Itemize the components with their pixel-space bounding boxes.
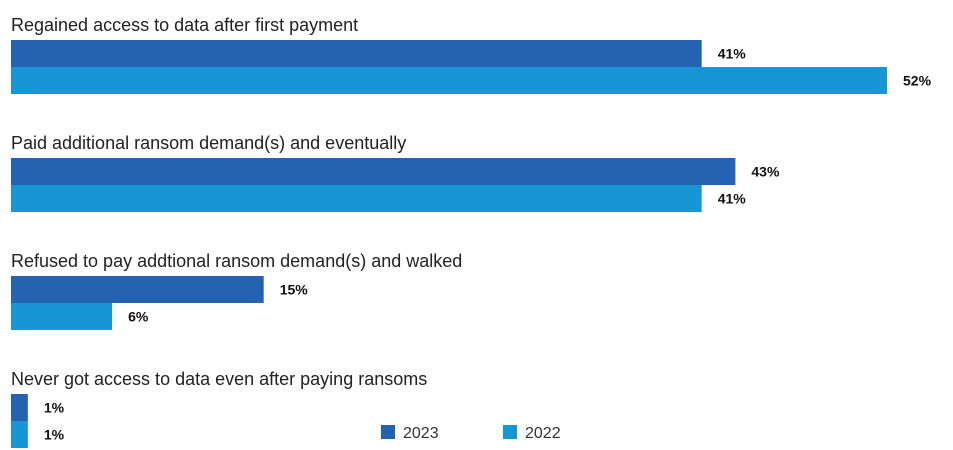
category-label: Refused to pay addtional ransom demand(s… bbox=[11, 251, 462, 271]
data-label-2022: 41% bbox=[718, 191, 747, 207]
data-label-2023: 1% bbox=[44, 400, 65, 416]
category-group: Regained access to data after first paym… bbox=[11, 15, 932, 94]
legend-item-2022: 2022 bbox=[503, 425, 561, 442]
legend-item-2023: 2023 bbox=[381, 425, 439, 442]
data-label-2022: 52% bbox=[903, 73, 932, 89]
bar-2022 bbox=[11, 185, 702, 212]
category-label: Regained access to data after first paym… bbox=[11, 15, 358, 35]
data-label-2022: 6% bbox=[128, 309, 149, 325]
bar-2023 bbox=[11, 158, 736, 185]
data-label-2022: 1% bbox=[44, 427, 65, 443]
bar-2023 bbox=[11, 394, 28, 421]
chart-groups: Regained access to data after first paym… bbox=[11, 15, 932, 448]
legend-label: 2022 bbox=[525, 425, 561, 442]
data-label-2023: 41% bbox=[718, 46, 747, 62]
bar-2022 bbox=[11, 421, 28, 448]
legend-swatch bbox=[381, 425, 395, 439]
category-label: Paid additional ransom demand(s) and eve… bbox=[11, 133, 406, 153]
bar-2022 bbox=[11, 67, 887, 94]
bar-2022 bbox=[11, 303, 113, 330]
category-group: Refused to pay addtional ransom demand(s… bbox=[11, 251, 462, 330]
data-label-2023: 15% bbox=[280, 282, 309, 298]
data-label-2023: 43% bbox=[751, 164, 780, 180]
bar-2023 bbox=[11, 276, 264, 303]
category-group: Paid additional ransom demand(s) and eve… bbox=[11, 133, 780, 212]
chart-legend: 2023 2022 bbox=[381, 425, 561, 442]
legend-label: 2023 bbox=[403, 425, 439, 442]
legend-swatch bbox=[503, 425, 517, 439]
category-group: Never got access to data even after payi… bbox=[11, 369, 427, 448]
bar-2023 bbox=[11, 40, 702, 67]
category-label: Never got access to data even after payi… bbox=[11, 369, 427, 389]
